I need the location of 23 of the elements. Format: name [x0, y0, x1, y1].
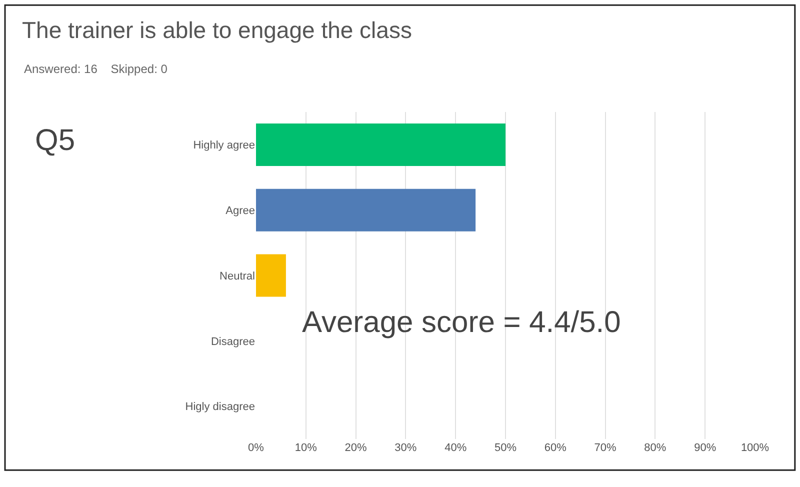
text: Answered: 16 Skipped: 0 — [24, 62, 168, 76]
annotation: Average score = 4.4/5.0 — [302, 306, 621, 339]
x-tick-label: 20% — [344, 442, 368, 454]
x-tick-label: 60% — [544, 442, 567, 454]
bar — [256, 188, 476, 232]
y-tick-label: Neutral — [220, 270, 255, 282]
x-tick-label: 80% — [644, 442, 666, 454]
x-tick-label: 10% — [294, 442, 318, 454]
x-tick-label: 50% — [494, 442, 517, 454]
text: Q5 — [35, 124, 76, 157]
y-tick-label: Disagree — [210, 336, 255, 348]
bar — [256, 123, 506, 166]
x-tick-label: 0% — [248, 442, 264, 454]
y-tick-label: Agree — [226, 204, 255, 217]
y-tick-label: Highly agree — [193, 140, 255, 152]
x-tick-label: 30% — [394, 442, 417, 454]
chart-title: The trainer is able to engage the class — [22, 17, 412, 44]
bar — [256, 254, 286, 297]
x-tick-label: 90% — [694, 442, 716, 454]
y-tick-label: Higly disagree — [185, 401, 255, 414]
x-tick-label: 40% — [444, 442, 467, 454]
x-tick-label: 70% — [594, 442, 617, 454]
x-tick-label: 100% — [740, 442, 770, 454]
